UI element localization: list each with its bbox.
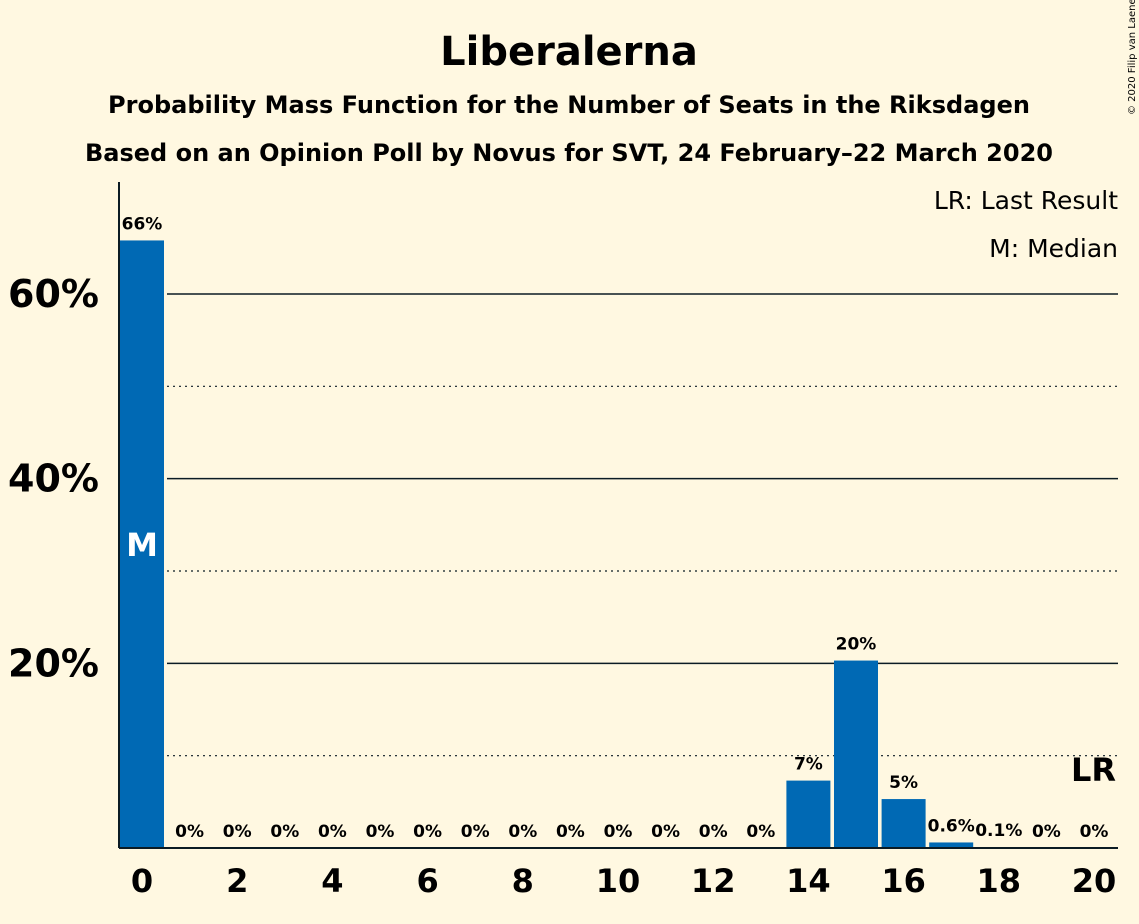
data-label: 0%: [461, 822, 490, 842]
data-label: 0%: [270, 822, 299, 842]
data-label: 5%: [889, 773, 918, 793]
data-labels: 66% 0% 0% 0% 0% 0% 0% 0% 0% 0% 0% 0% 0% 0% 7% 20% 5% 0.6%…: [122, 214, 1109, 842]
x-tick-label: 2: [226, 862, 248, 900]
x-axis-ticks: 0 2 4 6 8 10 12 14 16 18 20: [131, 862, 1116, 900]
data-label: 0%: [556, 822, 585, 842]
x-tick-label: 10: [596, 862, 641, 900]
bar: [881, 799, 926, 848]
data-label: 0.6%: [928, 816, 975, 836]
data-label: 0.1%: [975, 821, 1022, 841]
legend-last-result: LR: Last Result: [934, 186, 1118, 215]
x-tick-label: 4: [321, 862, 343, 900]
data-label: 0%: [508, 822, 537, 842]
data-label: 0%: [699, 822, 728, 842]
x-tick-label: 6: [416, 862, 438, 900]
y-tick-label: 20%: [8, 641, 99, 685]
gridlines: [167, 293, 1118, 757]
x-tick-label: 20: [1072, 862, 1117, 900]
x-tick-label: 12: [691, 862, 736, 900]
chart-title: Liberalerna: [440, 29, 698, 75]
bars: [120, 240, 1021, 849]
data-label: 0%: [651, 822, 680, 842]
data-label: 66%: [122, 214, 163, 234]
chart-subtitle-2: Based on an Opinion Poll by Novus for SV…: [85, 139, 1053, 167]
data-label: 0%: [175, 822, 204, 842]
bar: [120, 240, 164, 849]
x-tick-label: 0: [131, 862, 153, 900]
data-label: 0%: [223, 822, 252, 842]
data-label: 20%: [836, 635, 877, 655]
data-label: 0%: [746, 822, 775, 842]
x-tick-label: 8: [512, 862, 534, 900]
median-marker: M: [126, 526, 158, 564]
data-label: 0%: [413, 822, 442, 842]
x-tick-label: 18: [977, 862, 1022, 900]
legend-median: M: Median: [989, 234, 1118, 263]
y-axis-ticks: 20% 40% 60%: [8, 272, 99, 685]
bar: [786, 780, 831, 848]
y-tick-label: 60%: [8, 272, 99, 316]
chart-subtitle-1: Probability Mass Function for the Number…: [108, 91, 1030, 119]
data-label: 0%: [318, 822, 347, 842]
bar: [834, 660, 878, 848]
data-label: 7%: [794, 755, 823, 775]
last-result-marker: LR: [1071, 751, 1116, 789]
bar: [929, 842, 974, 848]
data-label: 0%: [1080, 822, 1109, 842]
x-tick-label: 14: [786, 862, 831, 900]
y-tick-label: 40%: [8, 457, 99, 501]
x-tick-label: 16: [881, 862, 926, 900]
copyright-text: © 2020 Filip van Laenen: [1127, 0, 1138, 115]
data-label: 0%: [366, 822, 395, 842]
data-label: 0%: [604, 822, 633, 842]
data-label: 0%: [1032, 822, 1061, 842]
